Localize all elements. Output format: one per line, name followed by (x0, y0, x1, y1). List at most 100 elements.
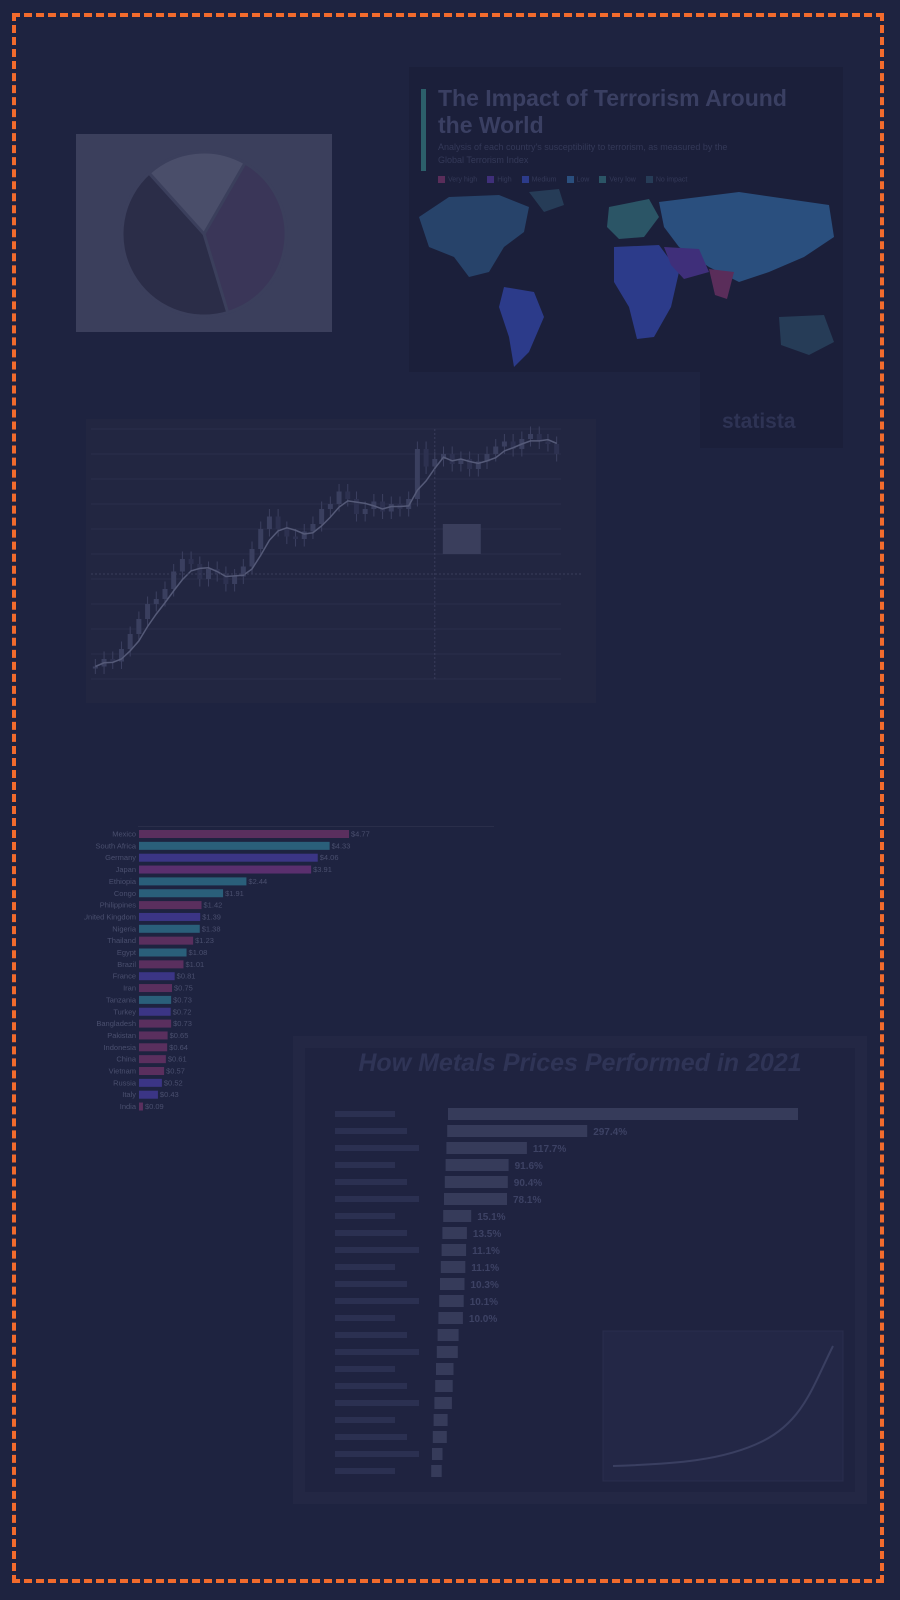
metal-label-placeholder (335, 1162, 395, 1168)
metal-bar (438, 1312, 463, 1324)
metal-bar (436, 1346, 458, 1358)
candle-body (258, 529, 264, 549)
metal-bar (434, 1397, 452, 1409)
india-shape (709, 269, 734, 299)
map-legend-item: High (487, 176, 512, 183)
legend-swatch (438, 176, 445, 183)
value-label: $0.73 (173, 1019, 192, 1028)
value-label: $0.81 (177, 972, 196, 981)
candle-body (449, 454, 455, 464)
value-label: $0.61 (168, 1055, 187, 1064)
candle-body (136, 619, 142, 634)
bar (139, 1055, 166, 1064)
value-label: $1.42 (204, 901, 223, 910)
metals-bar-chart: 297.4% 117.7% 91.6% 90.4% 78.1% 15.1% 13.5% 11.… (335, 1108, 844, 1482)
candle-body (310, 524, 316, 532)
category-label: Japan (116, 865, 136, 874)
metal-value-label: 10.0% (469, 1314, 497, 1325)
greenland-shape (529, 189, 564, 212)
value-label: $0.64 (169, 1043, 188, 1052)
inset-line (612, 1345, 834, 1467)
metal-bar (444, 1176, 508, 1188)
metal-value-label: 10.3% (471, 1280, 499, 1291)
metal-label-placeholder (335, 1145, 419, 1151)
category-label: France (113, 972, 136, 981)
world-map (419, 189, 834, 367)
category-label: Russia (113, 1078, 137, 1087)
value-label: $4.06 (320, 853, 339, 862)
candle-body (336, 491, 342, 504)
category-label: Thailand (107, 936, 136, 945)
candle-body (301, 531, 307, 539)
bar (139, 1090, 158, 1099)
metal-label-placeholder (335, 1332, 407, 1338)
category-label: India (120, 1102, 137, 1111)
candle-body (162, 589, 168, 599)
metal-label-placeholder (335, 1281, 407, 1287)
metal-bar (433, 1414, 448, 1426)
map-legend-item: Very high (438, 176, 477, 183)
candle-body (118, 649, 124, 662)
value-label: $0.09 (145, 1102, 164, 1111)
metal-label-placeholder (335, 1298, 419, 1304)
candle-body (293, 536, 299, 539)
metal-label-placeholder (335, 1349, 419, 1355)
candle-body (153, 599, 159, 604)
bar (139, 948, 187, 957)
bar (139, 1078, 162, 1087)
value-label: $1.08 (189, 948, 208, 957)
category-label: Turkey (113, 1007, 136, 1016)
category-label: United Kingdom (84, 912, 136, 921)
candle-body (223, 574, 229, 584)
metal-value-label: 117.7% (533, 1144, 566, 1155)
value-label: $1.91 (225, 889, 244, 898)
category-label: Congo (114, 889, 136, 898)
tooltip-box (442, 524, 481, 554)
candle-body (145, 604, 151, 619)
candle-body (554, 444, 560, 454)
metal-label-placeholder (335, 1417, 395, 1423)
metal-bar (444, 1193, 507, 1205)
candle-body (319, 509, 325, 524)
bar (139, 995, 172, 1004)
bar (139, 877, 247, 886)
candle-body (197, 564, 203, 579)
metal-bar (432, 1448, 443, 1460)
metal-bar (442, 1227, 467, 1239)
candle-body (414, 449, 420, 499)
legend-swatch (645, 176, 653, 183)
category-label: Brazil (117, 960, 136, 969)
candle-body (380, 501, 386, 512)
category-label: Germany (105, 853, 136, 862)
candle-body (423, 449, 429, 467)
candle-body (528, 434, 534, 439)
metal-label-placeholder (335, 1230, 407, 1236)
bar (139, 889, 224, 898)
australia-shape (779, 315, 834, 355)
candle-body (484, 454, 490, 462)
legend-swatch (599, 176, 607, 183)
category-label: Vietnam (109, 1067, 136, 1076)
middle-east-shape (664, 247, 709, 279)
value-label: $3.91 (313, 865, 332, 874)
bar (139, 1043, 168, 1052)
metal-bar (440, 1278, 465, 1290)
title-accent-bar (421, 89, 426, 171)
bar (139, 901, 202, 910)
bar (139, 853, 318, 862)
metal-bar (432, 1431, 447, 1443)
map-legend-item: Very low (599, 176, 636, 183)
country-bar-chart-panel: Mexico $4.77 South Africa $4.33 Germany $4.06… (84, 826, 504, 1116)
value-label: $4.33 (332, 841, 351, 850)
value-label: $1.39 (202, 912, 221, 921)
north-america-shape (419, 195, 529, 277)
category-label: South Africa (96, 841, 137, 850)
pie-slice (120, 170, 230, 318)
statista-card: statista (700, 372, 843, 448)
candle-body (171, 571, 177, 589)
candle-body (284, 529, 290, 537)
category-label: Indonesia (103, 1043, 136, 1052)
metal-bar (448, 1108, 798, 1120)
candle-body (406, 499, 412, 509)
value-label: $1.01 (185, 960, 204, 969)
